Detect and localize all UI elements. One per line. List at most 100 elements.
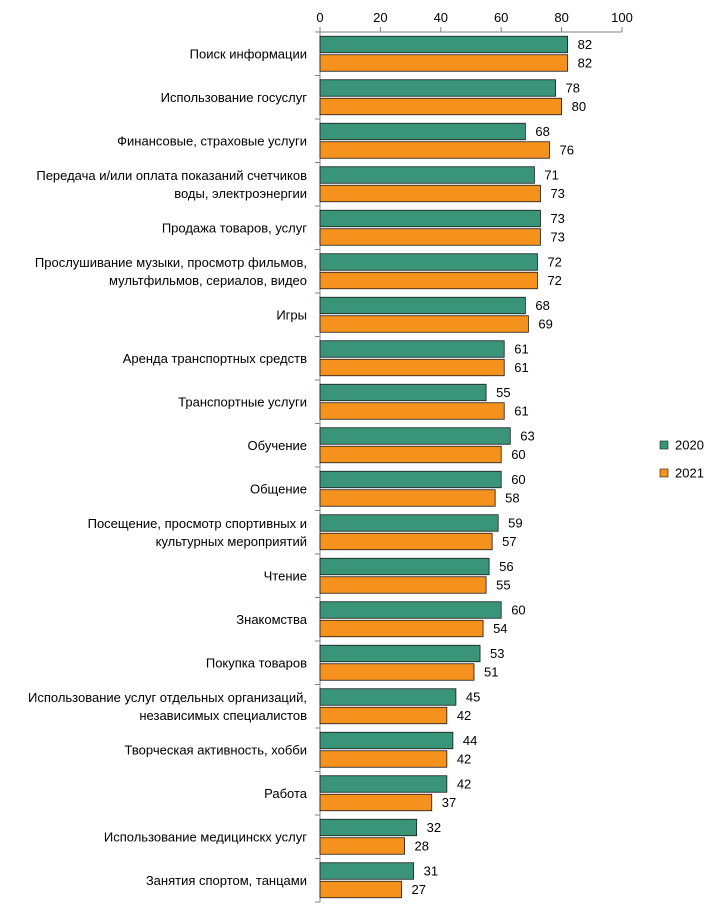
bar-2020	[319, 688, 457, 706]
bar-2020	[319, 253, 538, 271]
bar-2021	[319, 663, 475, 681]
bar-2021	[319, 402, 505, 420]
category-label: Использование услуг отдельных организаци…	[28, 690, 307, 705]
data-label: 44	[463, 733, 477, 748]
data-label: 59	[508, 516, 522, 531]
data-label: 73	[550, 186, 564, 201]
data-label: 82	[578, 56, 592, 71]
x-tick-label: 100	[611, 10, 633, 25]
data-label: 60	[511, 447, 525, 462]
bar-2021	[319, 315, 529, 333]
category-label: Финансовые, страховые услуги	[117, 133, 307, 148]
bar-2020	[319, 644, 481, 663]
bar-2021	[319, 837, 405, 855]
bar-2020	[319, 514, 499, 532]
data-label: 82	[578, 37, 592, 52]
data-label: 37	[442, 795, 456, 810]
bar-2020	[319, 209, 541, 228]
data-label: 63	[520, 429, 534, 444]
data-label: 53	[490, 646, 504, 661]
bars-layer	[319, 35, 569, 899]
data-label: 60	[511, 603, 525, 618]
category-label: Работа	[264, 786, 308, 801]
data-label: 31	[424, 864, 438, 879]
data-label: 28	[415, 839, 429, 854]
bar-2021	[319, 576, 487, 594]
category-label: Посещение, просмотр спортивных и	[88, 516, 307, 531]
x-tick-label: 40	[434, 10, 448, 25]
bar-2021	[319, 880, 402, 899]
bar-2021	[319, 750, 448, 768]
category-label: независимых специалистов	[139, 708, 307, 723]
data-label: 68	[535, 298, 549, 313]
data-label: 42	[457, 777, 471, 792]
legend-swatch	[659, 440, 669, 450]
bar-2021	[319, 532, 493, 551]
x-tick-label: 20	[373, 10, 387, 25]
x-tick-label: 80	[554, 10, 568, 25]
category-label: Передача и/или оплата показаний счетчико…	[36, 168, 307, 183]
data-label: 58	[505, 491, 519, 506]
data-label: 55	[496, 385, 510, 400]
category-label: культурных мероприятий	[156, 534, 307, 549]
category-label: Прослушивание музыки, просмотр фильмов,	[35, 255, 307, 270]
x-tick-label: 0	[316, 10, 323, 25]
category-label: Поиск информации	[190, 46, 307, 61]
category-label: Игры	[276, 307, 307, 322]
labels-layer: Поиск информации 82 82 Использование госусл…	[28, 37, 592, 897]
bar-2021	[319, 706, 448, 725]
category-label: воды, электроэнергии	[174, 186, 307, 201]
bar-2021	[319, 793, 433, 812]
data-label: 73	[550, 211, 564, 226]
category-label: Продажа товаров, услуг	[162, 220, 307, 235]
data-label: 51	[484, 665, 498, 680]
category-label: Творческая активность, хобби	[125, 742, 307, 757]
bar-2020	[319, 340, 505, 358]
bar-2021	[319, 271, 538, 290]
bar-2021	[319, 619, 484, 638]
bar-2021	[319, 358, 505, 377]
bar-2020	[319, 818, 418, 837]
data-label: 72	[547, 273, 561, 288]
data-label: 27	[412, 882, 426, 897]
data-label: 61	[514, 404, 528, 419]
bar-2020	[319, 79, 556, 97]
data-label: 54	[493, 621, 507, 636]
data-label: 72	[547, 255, 561, 270]
category-label: Общение	[250, 481, 307, 496]
bar-2020	[319, 731, 454, 750]
data-label: 56	[499, 559, 513, 574]
data-label: 76	[560, 143, 574, 158]
bar-2021	[319, 141, 550, 159]
legend-label: 2020	[675, 438, 704, 453]
bar-2020	[319, 557, 490, 576]
data-label: 42	[457, 708, 471, 723]
legend: 2020 2021	[659, 438, 704, 481]
bar-2020	[319, 427, 511, 445]
category-label: Использование госуслуг	[161, 90, 308, 105]
data-label: 45	[466, 690, 480, 705]
bar-2020	[319, 383, 487, 402]
bar-2021	[319, 184, 541, 203]
legend-swatch	[659, 468, 669, 478]
category-label: Обучение	[248, 438, 307, 453]
data-label: 61	[514, 360, 528, 375]
category-label: Аренда транспортных средств	[123, 351, 307, 366]
bar-2020	[319, 296, 526, 315]
category-label: Знакомства	[236, 612, 307, 627]
bar-2020	[319, 775, 448, 793]
bar-2020	[319, 35, 569, 54]
legend-label: 2021	[675, 466, 704, 481]
bar-2021	[319, 228, 541, 246]
bar-2021	[319, 489, 496, 507]
bar-2021	[319, 97, 563, 116]
category-label: Покупка товаров	[206, 655, 307, 670]
bar-2020	[319, 166, 535, 184]
data-label: 78	[566, 81, 580, 96]
data-label: 71	[544, 168, 558, 183]
data-label: 60	[511, 472, 525, 487]
bar-2020	[319, 470, 502, 489]
data-label: 69	[538, 317, 552, 332]
data-label: 32	[427, 820, 441, 835]
